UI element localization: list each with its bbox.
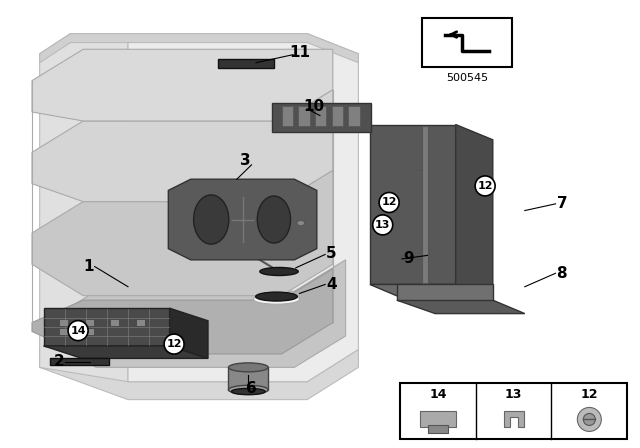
Bar: [422, 18, 512, 67]
Polygon shape: [218, 59, 274, 68]
Text: 4: 4: [326, 277, 337, 292]
Bar: [282, 106, 293, 126]
Circle shape: [475, 176, 495, 196]
Bar: [348, 106, 360, 126]
Polygon shape: [44, 346, 208, 358]
FancyBboxPatch shape: [428, 426, 448, 434]
Text: 13: 13: [375, 220, 390, 230]
Text: 3: 3: [240, 153, 250, 168]
Polygon shape: [50, 358, 109, 365]
Ellipse shape: [257, 196, 291, 243]
Polygon shape: [504, 411, 524, 427]
Bar: [228, 367, 268, 390]
Polygon shape: [44, 308, 170, 346]
Circle shape: [164, 334, 184, 354]
Text: 1: 1: [83, 259, 93, 274]
Text: 2: 2: [54, 354, 64, 370]
Polygon shape: [397, 300, 525, 314]
Text: 11: 11: [289, 45, 310, 60]
Ellipse shape: [194, 195, 229, 244]
Polygon shape: [40, 349, 358, 400]
Text: 13: 13: [505, 388, 522, 401]
Polygon shape: [168, 179, 317, 260]
Polygon shape: [370, 125, 456, 284]
Text: 12: 12: [477, 181, 493, 191]
Polygon shape: [40, 34, 358, 63]
Text: 12: 12: [166, 339, 182, 349]
Text: 5: 5: [326, 246, 337, 261]
Ellipse shape: [260, 267, 298, 276]
Text: 14: 14: [70, 326, 86, 336]
Circle shape: [372, 215, 393, 235]
Polygon shape: [40, 34, 128, 382]
Polygon shape: [32, 90, 333, 202]
Polygon shape: [32, 170, 333, 296]
Text: 7: 7: [557, 196, 567, 211]
Circle shape: [68, 321, 88, 340]
Text: 12: 12: [580, 388, 598, 401]
Circle shape: [379, 193, 399, 212]
Bar: [86, 328, 93, 335]
Text: 14: 14: [429, 388, 447, 401]
Bar: [60, 319, 68, 326]
Bar: [86, 319, 93, 326]
Ellipse shape: [297, 220, 305, 226]
Bar: [332, 106, 343, 126]
Ellipse shape: [232, 388, 265, 395]
Ellipse shape: [256, 292, 298, 301]
Bar: [60, 328, 68, 335]
Polygon shape: [45, 260, 346, 367]
Bar: [137, 319, 145, 326]
Ellipse shape: [228, 363, 268, 372]
Ellipse shape: [228, 385, 268, 394]
Polygon shape: [32, 269, 333, 354]
Polygon shape: [422, 126, 428, 283]
Polygon shape: [32, 49, 333, 121]
Bar: [400, 383, 627, 439]
Polygon shape: [456, 125, 493, 300]
Polygon shape: [272, 103, 371, 132]
FancyBboxPatch shape: [420, 411, 456, 427]
Text: 10: 10: [303, 99, 324, 114]
Polygon shape: [128, 34, 358, 382]
Bar: [315, 106, 326, 126]
Bar: [111, 319, 119, 326]
Polygon shape: [370, 284, 493, 300]
Polygon shape: [170, 308, 208, 358]
Text: 8: 8: [557, 266, 567, 281]
Text: 12: 12: [381, 198, 397, 207]
Text: 6: 6: [246, 381, 256, 396]
Circle shape: [577, 407, 602, 431]
Circle shape: [583, 414, 595, 426]
Ellipse shape: [253, 294, 300, 304]
Bar: [298, 106, 310, 126]
Text: 9: 9: [403, 251, 413, 267]
Polygon shape: [397, 284, 493, 300]
Text: 500545: 500545: [446, 73, 488, 83]
